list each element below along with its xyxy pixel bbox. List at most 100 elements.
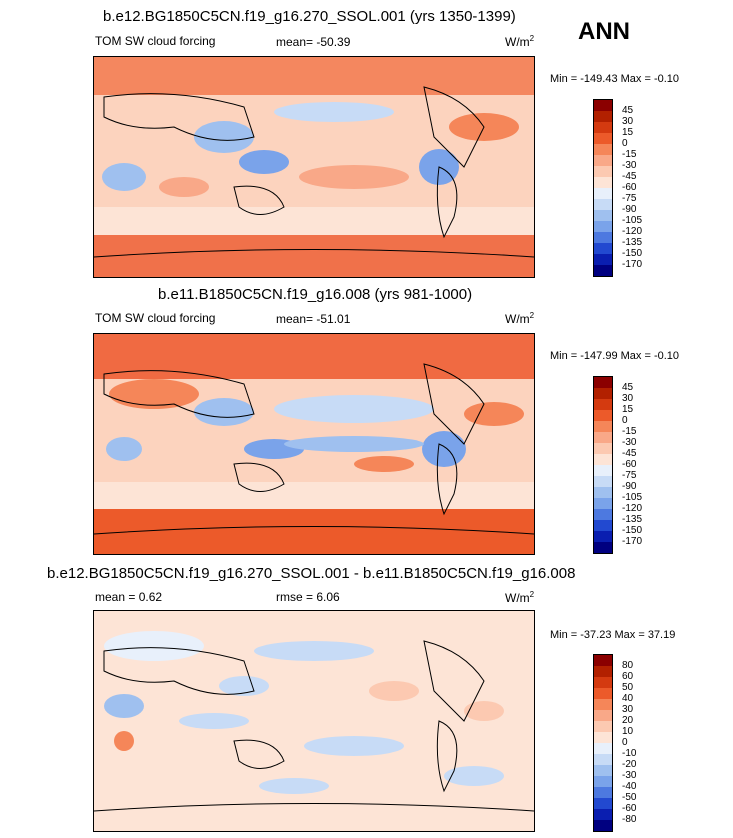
colorbar-tick: -15: [622, 426, 637, 437]
colorbar-segment: [594, 265, 612, 276]
panel-1-title: b.e12.BG1850C5CN.f19_g16.270_SSOL.001 (y…: [103, 8, 516, 25]
colorbar-segment: [594, 531, 612, 542]
panel-1-left-label: TOM SW cloud forcing: [95, 34, 216, 48]
colorbar-segment: [594, 166, 612, 177]
panel-1-colorbar: [593, 99, 613, 277]
panel-3-colorbar: [593, 654, 613, 832]
colorbar-segment: [594, 798, 612, 809]
colorbar-segment: [594, 520, 612, 531]
colorbar-segment: [594, 188, 612, 199]
panel-1-map: [93, 56, 535, 278]
panel-1-units: W/m2: [505, 34, 535, 49]
colorbar-tick: -50: [622, 792, 637, 803]
colorbar-tick: -150: [622, 248, 643, 259]
colorbar-segment: [594, 732, 612, 743]
colorbar-tick: 30: [622, 116, 634, 127]
colorbar-segment: [594, 243, 612, 254]
colorbar-tick: 15: [622, 404, 634, 415]
colorbar-segment: [594, 100, 612, 111]
colorbar-tick: 30: [622, 704, 634, 715]
colorbar-tick: -150: [622, 525, 643, 536]
colorbar-tick: -75: [622, 193, 637, 204]
colorbar-tick: 20: [622, 715, 634, 726]
panel-2-map: [93, 333, 535, 555]
panel-1-minmax: Min = -149.43 Max = -0.10: [550, 73, 680, 85]
colorbar-tick: -90: [622, 204, 637, 215]
colorbar-tick: -40: [622, 781, 637, 792]
colorbar-segment: [594, 677, 612, 688]
colorbar-tick: 0: [622, 138, 628, 149]
colorbar-segment: [594, 487, 612, 498]
colorbar-segment: [594, 809, 612, 820]
colorbar-segment: [594, 421, 612, 432]
colorbar-tick: 80: [622, 660, 634, 671]
colorbar-segment: [594, 710, 612, 721]
colorbar-tick: 60: [622, 671, 634, 682]
colorbar-tick: 50: [622, 682, 634, 693]
panel-2-minmax: Min = -147.99 Max = -0.10: [550, 350, 680, 362]
colorbar-tick: 30: [622, 393, 634, 404]
colorbar-segment: [594, 542, 612, 553]
colorbar-tick: -60: [622, 459, 637, 470]
colorbar-segment: [594, 476, 612, 487]
colorbar-tick: -90: [622, 481, 637, 492]
panel-2-colorbar: [593, 376, 613, 554]
colorbar-tick: 45: [622, 105, 634, 116]
colorbar-segment: [594, 144, 612, 155]
colorbar-segment: [594, 388, 612, 399]
colorbar-segment: [594, 177, 612, 188]
colorbar-segment: [594, 410, 612, 421]
colorbar-segment: [594, 122, 612, 133]
panel-2-left-label: TOM SW cloud forcing: [95, 311, 216, 325]
panel-2-title: b.e11.B1850C5CN.f19_g16.008 (yrs 981-100…: [158, 286, 473, 303]
colorbar-segment: [594, 655, 612, 666]
colorbar-segment: [594, 787, 612, 798]
colorbar-segment: [594, 498, 612, 509]
colorbar-segment: [594, 666, 612, 677]
colorbar-tick: -30: [622, 437, 637, 448]
panel-1-mean-label: mean= -50.39: [276, 35, 351, 49]
colorbar-segment: [594, 254, 612, 265]
panel-3-mean-label: mean = 0.62: [95, 590, 163, 604]
colorbar-tick: -75: [622, 470, 637, 481]
colorbar-tick: 45: [622, 382, 634, 393]
colorbar-segment: [594, 465, 612, 476]
colorbar-tick: -80: [622, 814, 637, 825]
colorbar-tick: -170: [622, 536, 643, 547]
colorbar-tick: 0: [622, 737, 628, 748]
colorbar-segment: [594, 454, 612, 465]
colorbar-segment: [594, 509, 612, 520]
colorbar-tick: -105: [622, 492, 643, 503]
colorbar-tick: -60: [622, 182, 637, 193]
colorbar-segment: [594, 765, 612, 776]
colorbar-tick: 40: [622, 693, 634, 704]
colorbar-tick: 10: [622, 726, 634, 737]
colorbar-segment: [594, 210, 612, 221]
colorbar-segment: [594, 721, 612, 732]
colorbar-tick: -30: [622, 770, 637, 781]
season-label: ANN: [578, 18, 630, 45]
colorbar-segment: [594, 699, 612, 710]
colorbar-segment: [594, 688, 612, 699]
panel-2-units: W/m2: [505, 311, 535, 326]
colorbar-segment: [594, 199, 612, 210]
colorbar-segment: [594, 221, 612, 232]
colorbar-tick: -120: [622, 226, 643, 237]
panel-3-title: b.e12.BG1850C5CN.f19_g16.270_SSOL.001 - …: [47, 565, 576, 582]
colorbar-tick: -15: [622, 149, 637, 160]
colorbar-tick: -10: [622, 748, 637, 759]
colorbar-tick: -105: [622, 215, 643, 226]
colorbar-tick: -135: [622, 237, 643, 248]
colorbar-segment: [594, 133, 612, 144]
colorbar-segment: [594, 399, 612, 410]
colorbar-segment: [594, 377, 612, 388]
panel-3-rmse-label: rmse = 6.06: [276, 590, 340, 604]
colorbar-tick: -20: [622, 759, 637, 770]
colorbar-tick: -45: [622, 171, 637, 182]
panel-3-units: W/m2: [505, 590, 535, 605]
colorbar-segment: [594, 776, 612, 787]
colorbar-segment: [594, 820, 612, 831]
colorbar-tick: -135: [622, 514, 643, 525]
panel-3-minmax: Min = -37.23 Max = 37.19: [550, 629, 676, 641]
panel-2-mean-label: mean= -51.01: [276, 312, 351, 326]
